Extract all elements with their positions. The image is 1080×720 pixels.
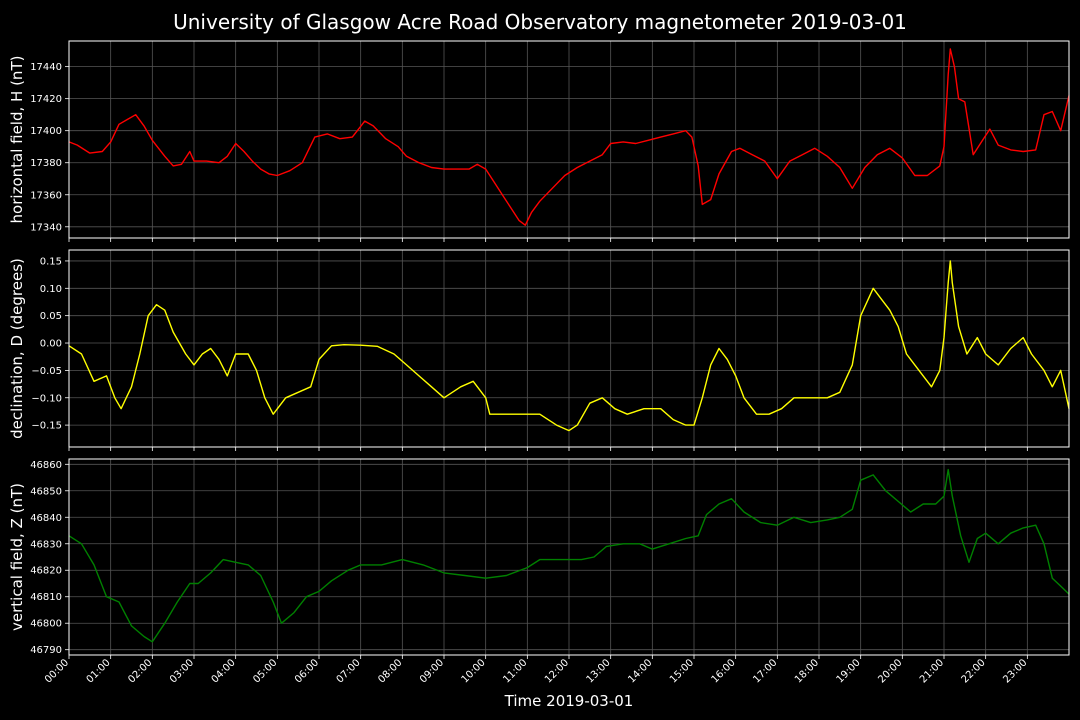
x-tick-label: 10:00 <box>460 657 488 685</box>
panels: 17340 17360 17380 17400 17420 17440 horizontal… <box>8 40 1070 686</box>
x-tick-label: 02:00 <box>126 657 154 685</box>
panel-3: 46790 46800 46810 46820 46830 46840 46850 46860… <box>8 458 1070 659</box>
y-tick-label: −0.10 <box>31 393 62 404</box>
x-tick-label: 19:00 <box>835 657 863 685</box>
y-tick-label: 0.10 <box>40 284 62 295</box>
x-tick-label: 23:00 <box>1001 657 1029 685</box>
y-tick-label: 17420 <box>30 94 62 105</box>
y-tick-label: 17400 <box>30 126 62 137</box>
y-tick-label: 46790 <box>30 645 62 656</box>
x-tick-label: 14:00 <box>626 657 654 685</box>
x-tick-label: 11:00 <box>501 657 529 685</box>
y-tick-label: −0.15 <box>31 421 62 432</box>
x-tick-label: 16:00 <box>710 657 738 685</box>
x-tick-label: 20:00 <box>876 657 904 685</box>
y-axis-label: vertical field, Z (nT) <box>8 483 26 631</box>
x-tick-label: 15:00 <box>668 657 696 685</box>
series-line-2 <box>68 260 1070 432</box>
y-tick-label: 46850 <box>30 486 62 497</box>
x-tick-label: 12:00 <box>543 657 571 685</box>
x-tick-label: 01:00 <box>85 657 113 685</box>
x-tick-label: 22:00 <box>960 657 988 685</box>
panel-1: 17340 17360 17380 17400 17420 17440 horizontal… <box>8 40 1070 242</box>
x-tick-label: 08:00 <box>376 657 404 685</box>
x-axis-label: Time 2019-03-01 <box>504 692 634 710</box>
x-tick-label: 09:00 <box>418 657 446 685</box>
y-axis-label: horizontal field, H (nT) <box>8 56 26 224</box>
x-tick-label: 05:00 <box>251 657 279 685</box>
y-tick-label: 46830 <box>30 539 62 550</box>
y-tick-label: 46840 <box>30 513 62 524</box>
y-tick-label: 46820 <box>30 566 62 577</box>
panel-frame <box>68 458 1070 656</box>
x-tick-label: 07:00 <box>335 657 363 685</box>
y-axis-label: declination, D (degrees) <box>8 258 26 439</box>
chart-title: University of Glasgow Acre Road Observat… <box>173 10 907 34</box>
y-tick-label: 0.05 <box>40 311 62 322</box>
x-tick-labels: 00:00 01:00 02:00 03:00 04:00 05:00 06:00 07:00… <box>43 657 1029 685</box>
x-tick-label: 21:00 <box>918 657 946 685</box>
x-tick-label: 17:00 <box>751 657 779 685</box>
x-tick-label: 13:00 <box>585 657 613 685</box>
y-tick-label: 0.15 <box>40 256 62 267</box>
y-tick-label: 17440 <box>30 62 62 73</box>
y-tick-label: 17380 <box>30 158 62 169</box>
y-tick-label: −0.05 <box>31 366 62 377</box>
panel-frame <box>68 249 1070 448</box>
x-tick-label: 04:00 <box>210 657 238 685</box>
series-line-3 <box>68 468 1070 643</box>
y-tick-label: 46860 <box>30 460 62 471</box>
series-line-1 <box>68 48 1070 226</box>
y-tick-label: 46810 <box>30 592 62 603</box>
x-tick-label: 06:00 <box>293 657 321 685</box>
x-tick-label: 03:00 <box>168 657 196 685</box>
panel-frame <box>68 40 1070 239</box>
y-tick-label: 46800 <box>30 619 62 630</box>
y-tick-label: 0.00 <box>40 339 62 350</box>
x-tick-label: 00:00 <box>43 657 71 685</box>
x-tick-label: 18:00 <box>793 657 821 685</box>
y-tick-label: 17360 <box>30 190 62 201</box>
y-tick-label: 17340 <box>30 222 62 233</box>
panel-2: 0.15 0.10 0.05 0.00 −0.05 −0.10 −0.15 declinati… <box>8 249 1070 451</box>
